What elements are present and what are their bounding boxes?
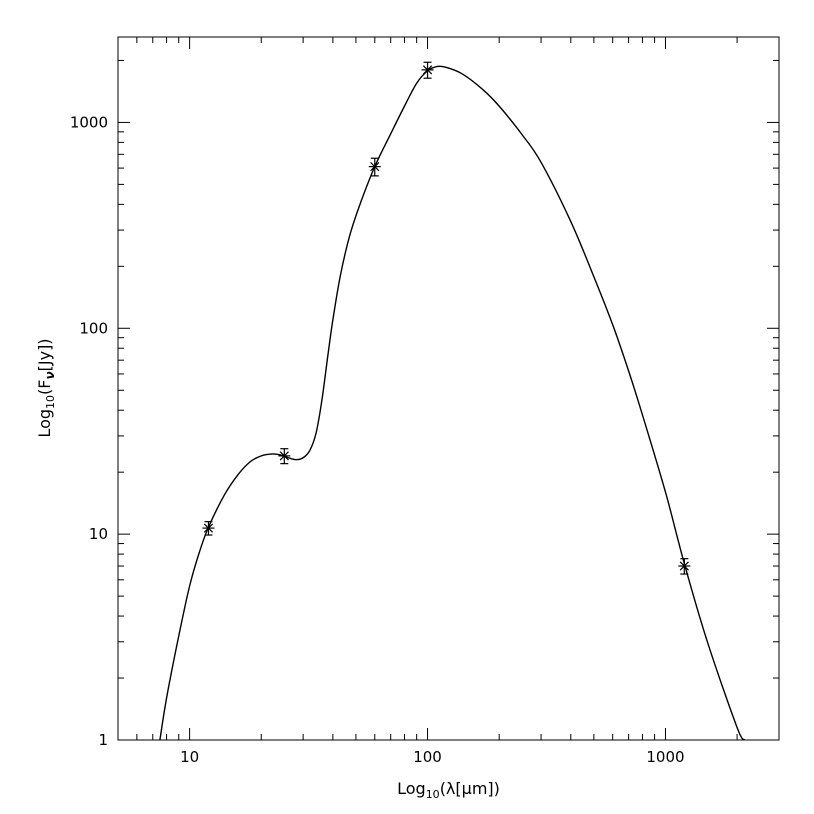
y-axis-label: Log10(Fν[Jy]) <box>35 338 57 437</box>
y-tick-label: 10 <box>89 525 108 543</box>
data-points-layer <box>202 61 691 575</box>
x-tick-label: 100 <box>413 748 442 766</box>
model-curve-layer <box>159 65 746 741</box>
model-curve <box>159 65 746 741</box>
asterisk-marker <box>370 161 380 172</box>
x-tick-label: 10 <box>180 748 199 766</box>
asterisk-marker <box>203 523 214 533</box>
y-tick-label: 100 <box>79 319 108 337</box>
plot-frame <box>117 36 780 741</box>
axis-ticks <box>117 37 780 741</box>
y-tick-label: 1000 <box>70 113 108 131</box>
asterisk-marker <box>422 65 433 75</box>
data-point <box>202 521 215 536</box>
asterisk-marker <box>279 451 289 461</box>
x-axis-label: Log10(λ[μm]) <box>397 779 500 801</box>
data-point <box>278 448 291 465</box>
data-point <box>421 61 434 79</box>
x-tick-label: 1000 <box>646 748 684 766</box>
asterisk-marker <box>679 561 689 571</box>
data-point <box>368 157 381 177</box>
data-point <box>678 558 691 575</box>
tick-labels: 10 100 1000 1 10 100 1000 <box>70 113 685 766</box>
y-tick-label: 1 <box>98 731 108 749</box>
